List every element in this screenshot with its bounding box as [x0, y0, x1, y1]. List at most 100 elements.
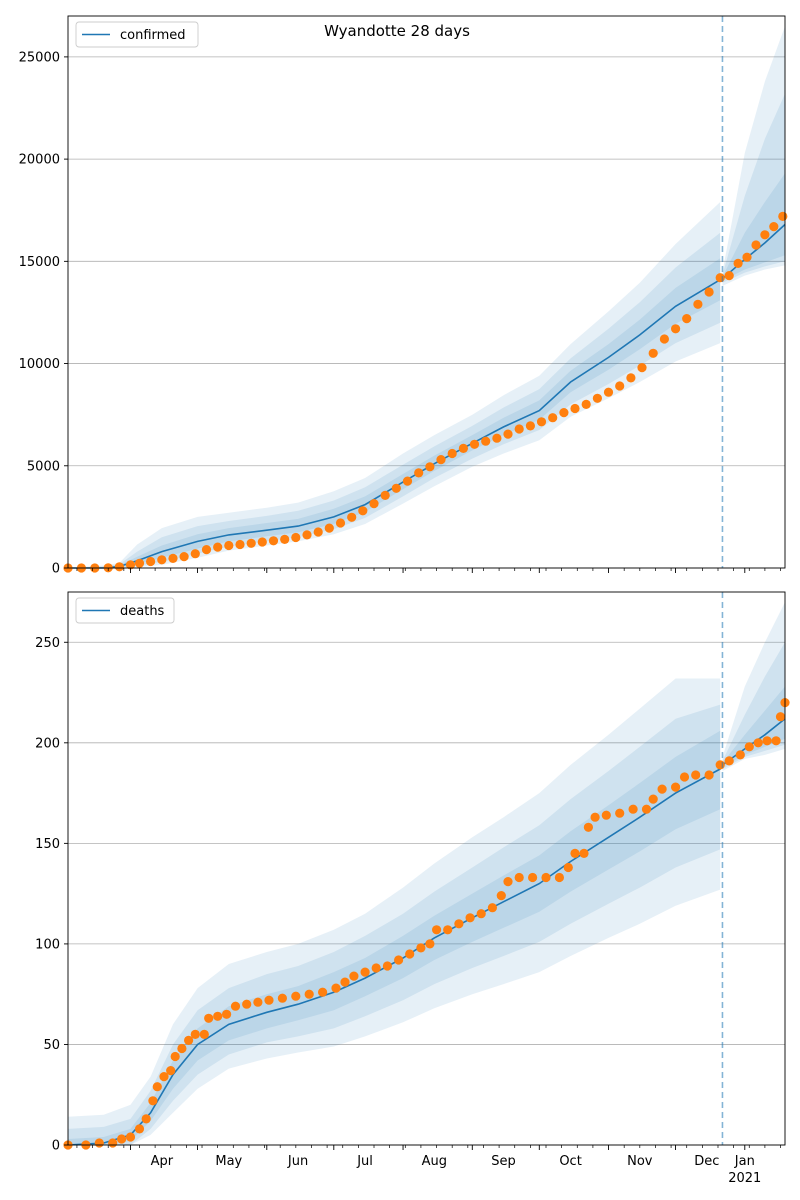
data-point [581, 399, 591, 409]
data-point [380, 490, 390, 500]
data-point [425, 939, 435, 949]
data-point [778, 211, 788, 221]
data-point [291, 991, 301, 1001]
data-point [291, 532, 301, 543]
data-point [659, 334, 670, 344]
data-point [541, 872, 551, 883]
data-point [213, 542, 223, 552]
data-point [514, 872, 524, 883]
data-point [170, 1051, 180, 1062]
data-point [693, 299, 703, 309]
data-point [146, 556, 156, 567]
uncertainty-band [722, 602, 785, 771]
uncertainty-band [722, 26, 785, 286]
data-point [671, 782, 681, 792]
data-point [313, 527, 323, 537]
data-point [554, 872, 565, 883]
data-point [253, 997, 263, 1007]
data-point [579, 848, 589, 859]
x-year-label: 2021 [728, 1171, 761, 1186]
data-point [358, 506, 368, 516]
data-point [648, 794, 658, 804]
data-point [394, 955, 404, 965]
data-point [626, 373, 636, 383]
data-point [458, 443, 468, 453]
data-point [476, 909, 486, 919]
uncertainty-band [68, 678, 721, 1145]
data-point [583, 822, 594, 832]
data-point [751, 240, 761, 250]
data-point [177, 1043, 187, 1054]
data-point [570, 848, 580, 859]
data-point [601, 810, 611, 820]
uncertainty-band [68, 730, 721, 1145]
data-point [324, 523, 334, 533]
data-point [159, 1072, 169, 1082]
data-point [603, 387, 614, 397]
data-point [724, 271, 734, 281]
data-point [715, 760, 725, 770]
y-tick-label: 25000 [19, 50, 60, 65]
legend: confirmed [75, 21, 199, 48]
data-point [268, 536, 279, 546]
data-point [134, 1124, 145, 1134]
chart-title: Wyandotte 28 days [324, 22, 470, 40]
data-point [760, 230, 770, 240]
data-point [628, 804, 638, 814]
data-point [447, 448, 457, 459]
data-point [590, 812, 600, 822]
data-point [416, 943, 426, 953]
data-point [704, 287, 714, 297]
data-point [304, 989, 314, 999]
data-point [492, 433, 502, 443]
data-point [349, 971, 359, 981]
data-point [340, 977, 350, 987]
data-point [514, 424, 524, 434]
y-tick-label: 100 [35, 937, 60, 952]
uncertainty-band [722, 173, 785, 281]
data-point [190, 1029, 200, 1039]
data-point [704, 770, 714, 780]
data-point [753, 738, 763, 748]
data-point [224, 540, 234, 551]
data-point [724, 756, 734, 766]
data-point [179, 552, 189, 562]
y-tick-label: 10000 [19, 357, 60, 372]
data-point [615, 808, 625, 818]
data-point [742, 252, 752, 262]
data-point [559, 408, 569, 418]
legend-label: confirmed [120, 28, 186, 43]
data-point [382, 961, 392, 971]
data-point [242, 999, 252, 1009]
data-point [94, 1138, 104, 1148]
data-point [134, 558, 145, 568]
x-tick-label: May [215, 1154, 242, 1169]
data-point [302, 530, 312, 540]
data-point [222, 1009, 232, 1019]
data-point [563, 862, 573, 873]
data-point [775, 712, 786, 722]
y-tick-label: 50 [43, 1038, 60, 1053]
x-tick-label: Jul [356, 1154, 373, 1169]
data-point [481, 436, 491, 446]
data-point [264, 995, 274, 1005]
data-point [432, 925, 442, 935]
data-point [744, 742, 754, 752]
data-point [117, 1134, 127, 1144]
x-tick-label: Oct [559, 1154, 581, 1169]
data-point [425, 462, 435, 472]
data-point [335, 518, 346, 528]
data-point [168, 553, 178, 564]
data-point [548, 413, 558, 423]
axes-frame [67, 15, 786, 569]
data-point [592, 393, 603, 403]
data-point [487, 903, 497, 913]
data-point [213, 1011, 223, 1021]
data-point [141, 1114, 151, 1124]
panel-deaths: 0 50 100 150 200 250 Apr May Jun Jul Aug Sep Oct Nov D… [35, 591, 790, 1186]
data-point [166, 1066, 176, 1076]
data-point [536, 417, 547, 427]
x-tick-label: Dec [694, 1154, 719, 1169]
data-point [682, 314, 692, 324]
